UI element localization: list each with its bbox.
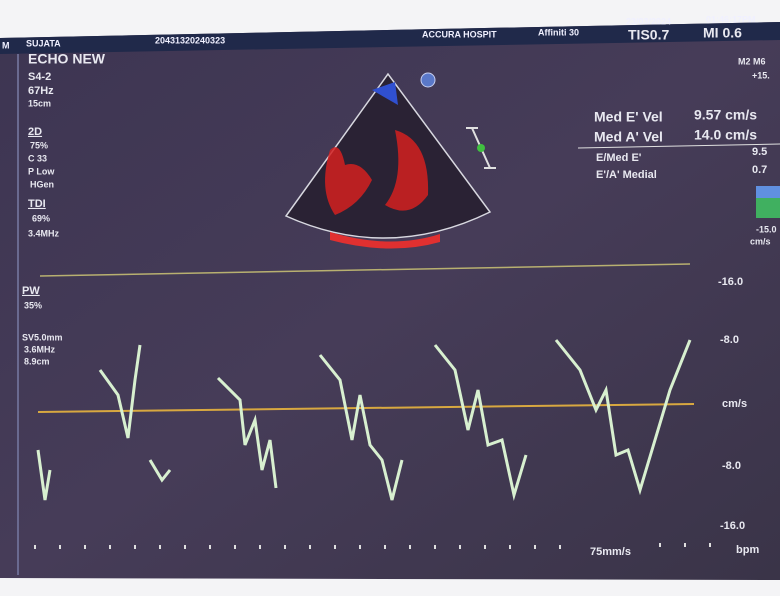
scale-label: -8.0 (720, 334, 739, 346)
param: 8.9cm (24, 356, 50, 366)
map-unit: cm/s (750, 236, 771, 246)
param: 3.4MHz (28, 228, 60, 238)
waveform (36, 449, 52, 501)
tis: TIS0.7 (628, 27, 669, 43)
doppler-color (372, 82, 398, 105)
scale-label: -16.0 (718, 276, 743, 288)
waveform (98, 344, 142, 439)
tick (34, 543, 711, 549)
sample-gate (477, 144, 485, 152)
param: 69% (32, 213, 50, 223)
color-map (756, 186, 780, 198)
measure-label: Med A' Vel (594, 129, 663, 145)
top-line (39, 263, 691, 277)
preset: ECHO NEW (28, 51, 106, 67)
orientation-icon (420, 72, 436, 88)
waveform (148, 459, 172, 483)
depth: 15cm (28, 98, 51, 108)
spectral-waveform (36, 339, 692, 501)
param: HGen (30, 179, 54, 189)
mi: MI 0.6 (703, 25, 742, 41)
doppler-color (325, 147, 372, 215)
patient-id: 20431320240323 (155, 35, 225, 45)
waveform (554, 339, 692, 496)
label: PW (22, 285, 40, 297)
param: SV5.0mm (22, 332, 63, 342)
param: 3.6MHz (24, 344, 56, 354)
label: TDI (28, 198, 46, 210)
system: Affiniti 30 (538, 27, 579, 37)
label: 2D (28, 126, 42, 138)
waveform (433, 344, 528, 501)
map-label: M2 M6 (738, 56, 766, 66)
measure-value: 0.7 (752, 164, 767, 176)
time-ticks (34, 543, 711, 549)
time: 01:46:17PM (706, 14, 756, 24)
header-bar (0, 22, 780, 54)
scale-label: -8.0 (722, 460, 741, 472)
doppler-color (385, 130, 429, 211)
measure-label: Med E' Vel (594, 109, 663, 125)
param: 75% (30, 140, 48, 150)
map-top: +15. (752, 70, 770, 80)
hospital: ACCURA HOSPIT (422, 29, 497, 39)
probe: S4-2 (28, 71, 51, 83)
baseline (37, 403, 695, 413)
measure-value: 9.57 cm/s (694, 107, 757, 123)
mode: M (2, 40, 10, 50)
param: P Low (28, 166, 55, 176)
heart-rate: bpm (736, 544, 759, 556)
measure-value: 9.5 (752, 146, 767, 158)
separator (577, 143, 780, 149)
measure-label: E/Med E' (596, 152, 642, 164)
patient: SUJATA (26, 38, 61, 48)
waveform (216, 376, 278, 489)
sweep-speed: 75mm/s (590, 546, 631, 558)
scale-label: -16.0 (720, 520, 745, 532)
rate: 67Hz (28, 85, 54, 97)
param: C 33 (28, 153, 47, 163)
date: 23/03/2024 (626, 16, 671, 26)
waveform (318, 354, 404, 501)
measure-label: E'/A' Medial (596, 169, 657, 181)
scale-label: cm/s (722, 398, 747, 410)
param: 35% (24, 300, 42, 310)
measure-value: 14.0 cm/s (694, 127, 757, 143)
doppler-color (330, 232, 440, 249)
monitor (0, 22, 780, 580)
map-bottom: -15.0 (756, 224, 777, 234)
